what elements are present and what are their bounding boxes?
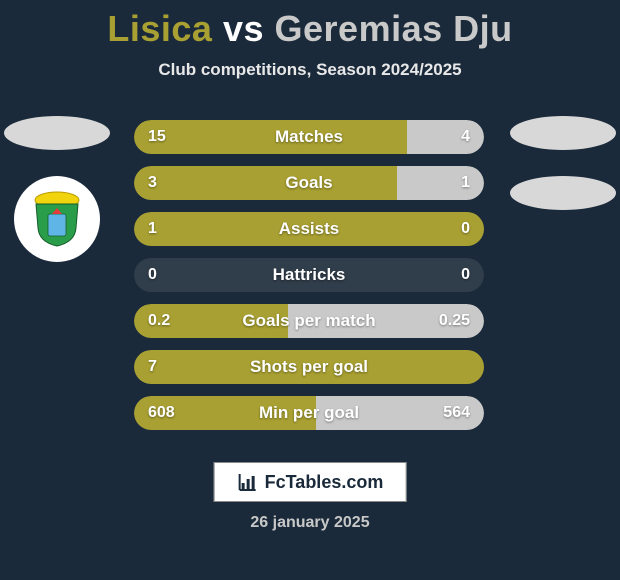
stat-row: 00Hattricks [134,258,484,292]
stat-label: Matches [134,127,484,147]
brand-text: FcTables.com [265,472,384,493]
stat-row: 31Goals [134,166,484,200]
club-emblem-icon [26,188,88,250]
player1-avatar-placeholder [4,116,110,150]
stat-label: Goals per match [134,311,484,331]
stat-row: 10Assists [134,212,484,246]
brand-badge: FcTables.com [214,462,407,502]
stat-bars: 154Matches 31Goals 10Assists 00Hattricks 0.2… [134,120,484,430]
player2-avatar-placeholder [510,116,616,150]
stat-label: Shots per goal [134,357,484,377]
page-title: Lisica vs Geremias Dju [0,0,620,50]
player2-club-placeholder [510,176,616,210]
chart-icon [237,471,259,493]
stat-label: Assists [134,219,484,239]
title-vs: vs [223,8,264,49]
subtitle: Club competitions, Season 2024/2025 [0,60,620,80]
stat-label: Goals [134,173,484,193]
title-player1: Lisica [107,8,212,49]
right-avatars [508,116,618,210]
stat-label: Min per goal [134,403,484,423]
stat-row: 7Shots per goal [134,350,484,384]
stat-row: 0.20.25Goals per match [134,304,484,338]
title-player2: Geremias Dju [275,8,513,49]
stat-row: 154Matches [134,120,484,154]
stat-label: Hattricks [134,265,484,285]
left-avatars [2,116,112,262]
stat-row: 608564Min per goal [134,396,484,430]
footer-date: 26 january 2025 [0,514,620,532]
player1-club-badge [14,176,100,262]
